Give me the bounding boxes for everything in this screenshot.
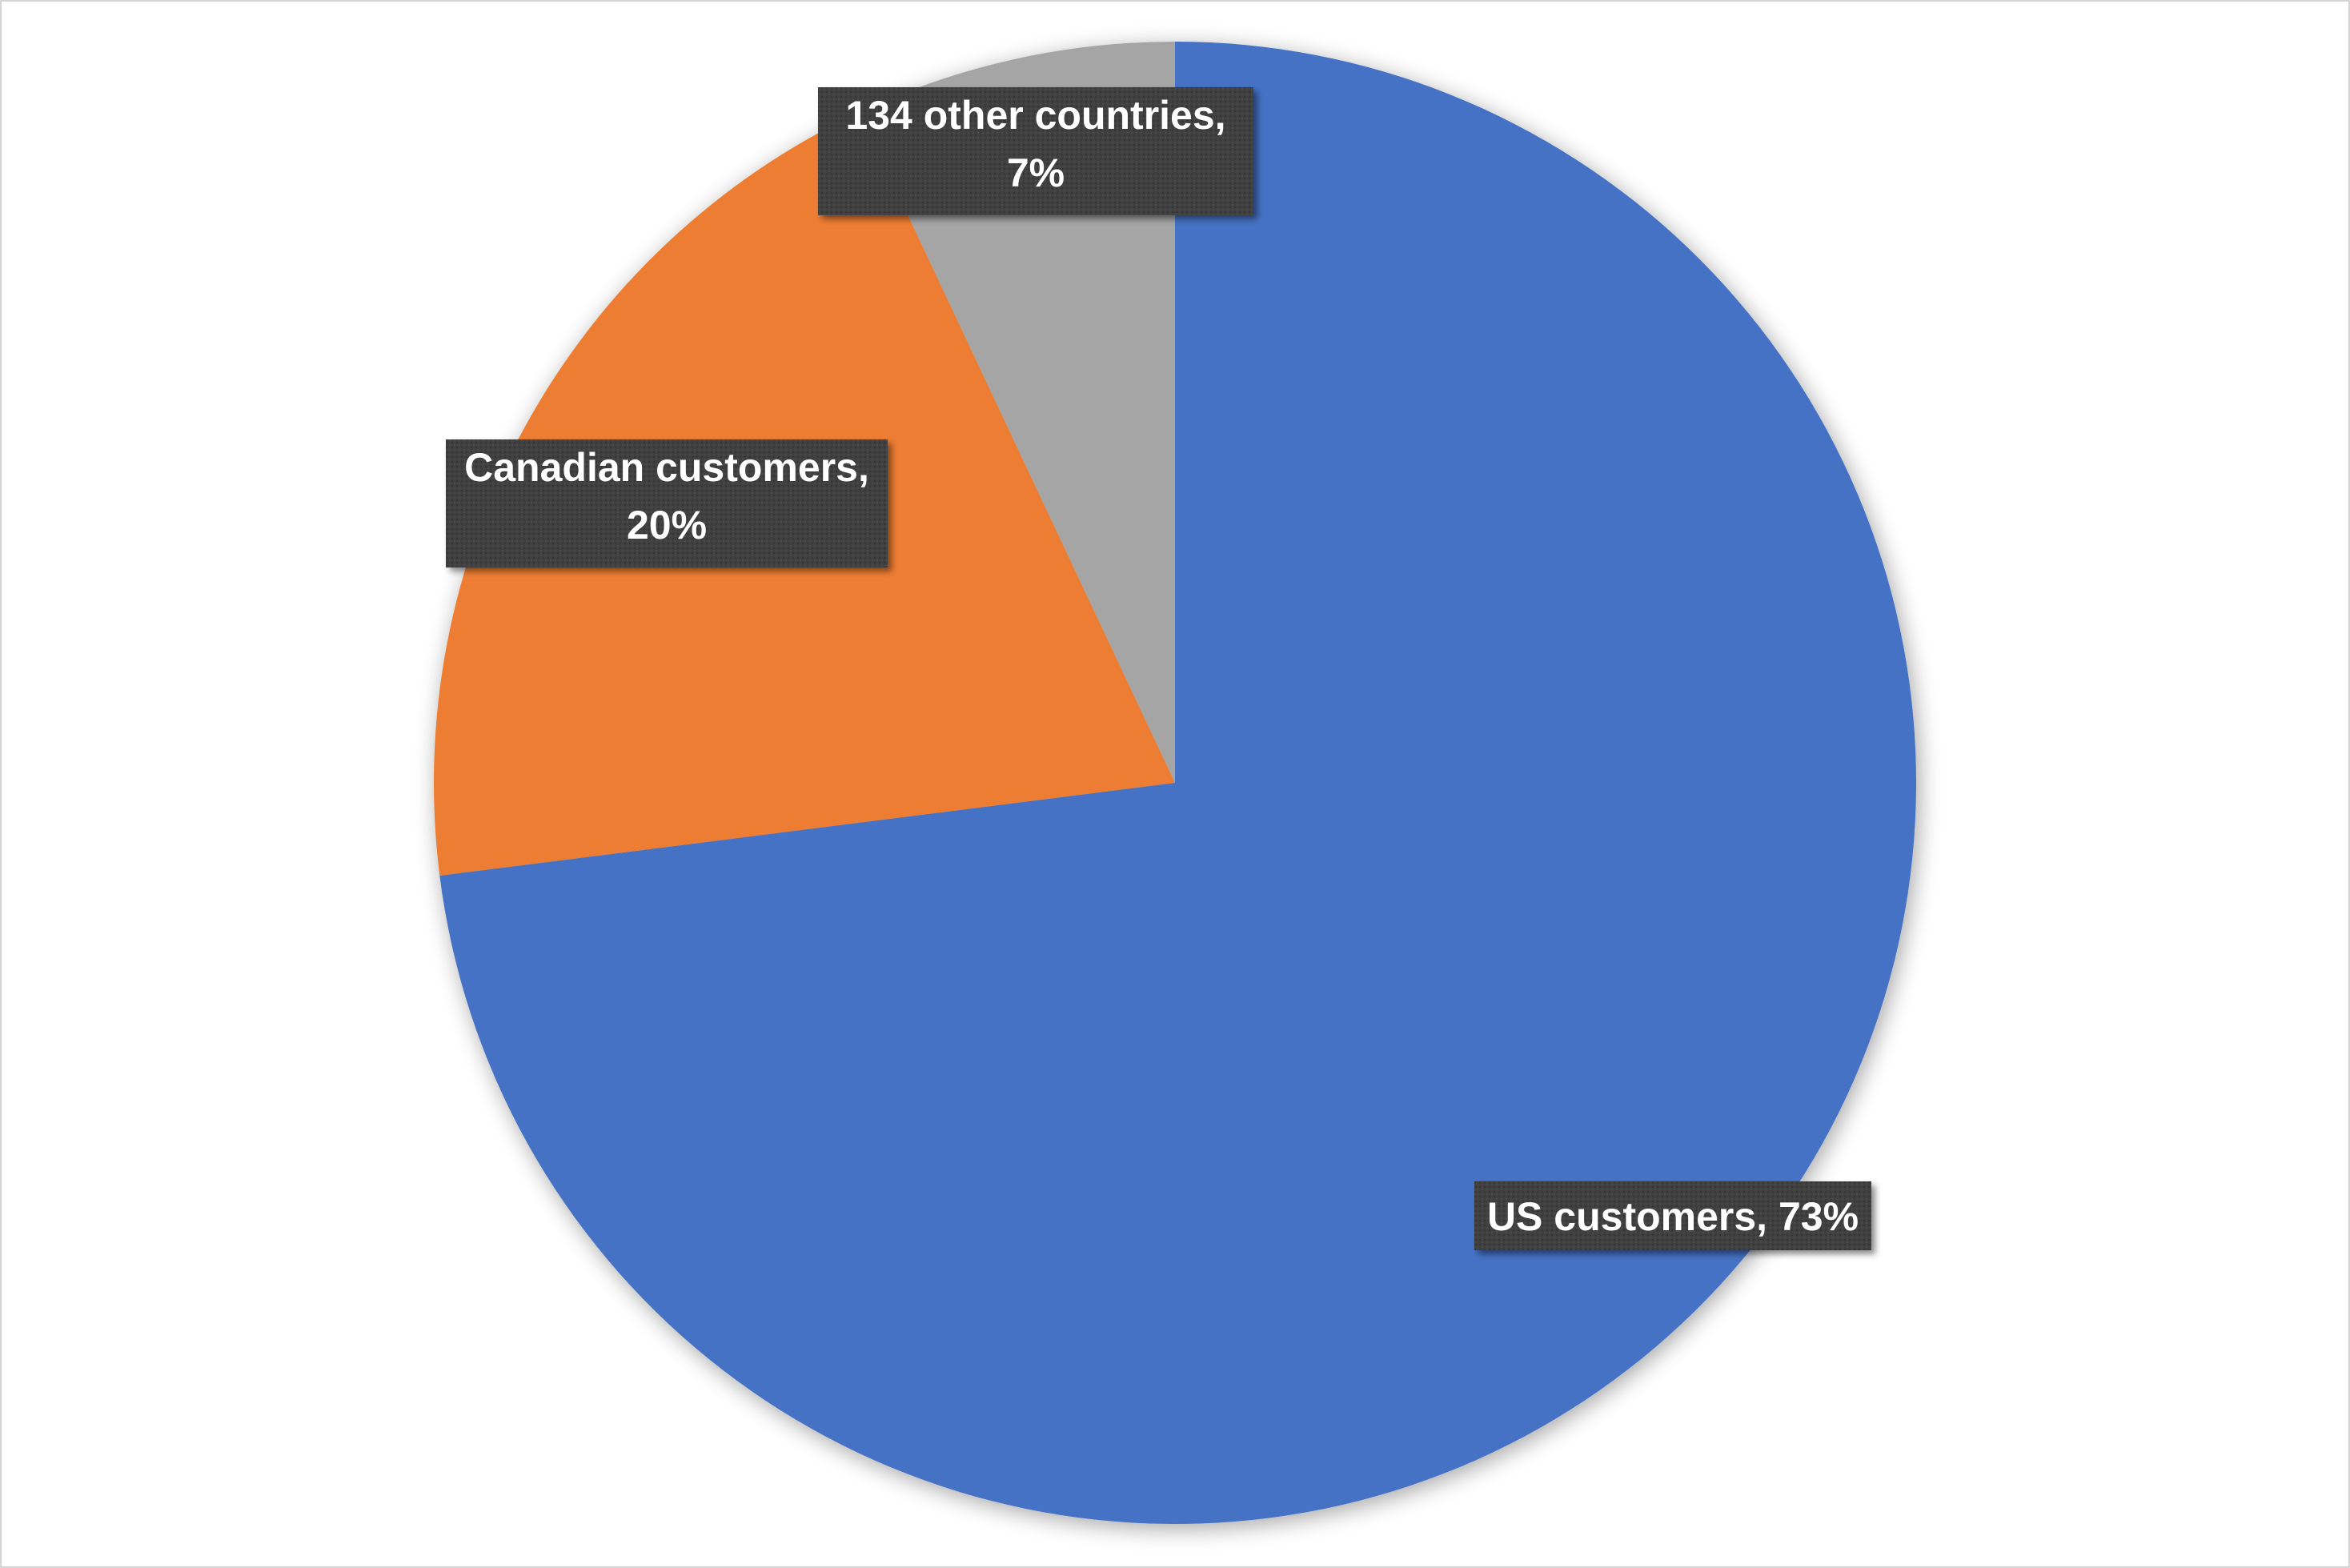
data-label-text: Canadian customers, 20% [464,445,869,547]
data-label-box [1474,1181,1871,1250]
data-label-box [446,439,888,567]
pie-slice-134-other-countries [859,42,1175,783]
data-label-text: US customers, 73% [1487,1194,1859,1239]
data-label-134-other-countries: 134 other countries, 7% [818,87,1253,215]
pie-slices [433,42,1916,1524]
data-label-canadian-customers: Canadian customers, 20% [446,439,888,567]
data-label-us-customers: US customers, 73% [1474,1181,1871,1250]
data-label-text: 134 other countries, 7% [845,93,1225,195]
pie-slice-us-customers [439,42,1916,1524]
data-label-box [818,87,1253,215]
data-labels: US customers, 73% Canadian customers, 20% 1… [446,87,1871,1250]
